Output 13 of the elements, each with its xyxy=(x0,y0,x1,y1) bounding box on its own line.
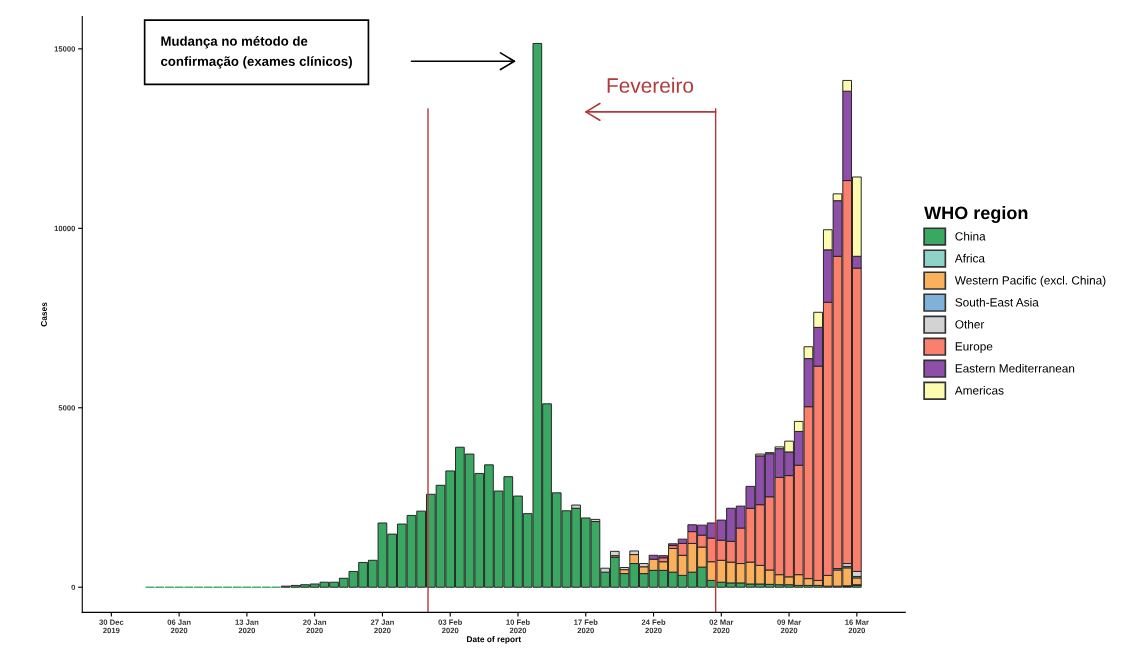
annotation: Fevereiro xyxy=(607,77,694,93)
legend-label: Eastern Mediterranean xyxy=(955,363,1075,373)
legend-label: Africa xyxy=(954,253,985,263)
annotation: Mudança no método de confirmação (exames clínicos) xyxy=(160,36,352,69)
legend-label: South-East Asia xyxy=(955,297,1039,307)
legend-label: Other xyxy=(955,319,985,329)
legend-label: Western Pacific (excl. China) xyxy=(954,275,1106,287)
x-axis-title: Date of report xyxy=(467,636,521,644)
legend-title: WHO region xyxy=(924,206,1028,223)
legend-label: Americas xyxy=(954,385,1004,395)
legend-label: Europe xyxy=(955,342,993,353)
legend-label: China xyxy=(955,231,986,241)
y-axis-title: Cases xyxy=(41,302,47,327)
